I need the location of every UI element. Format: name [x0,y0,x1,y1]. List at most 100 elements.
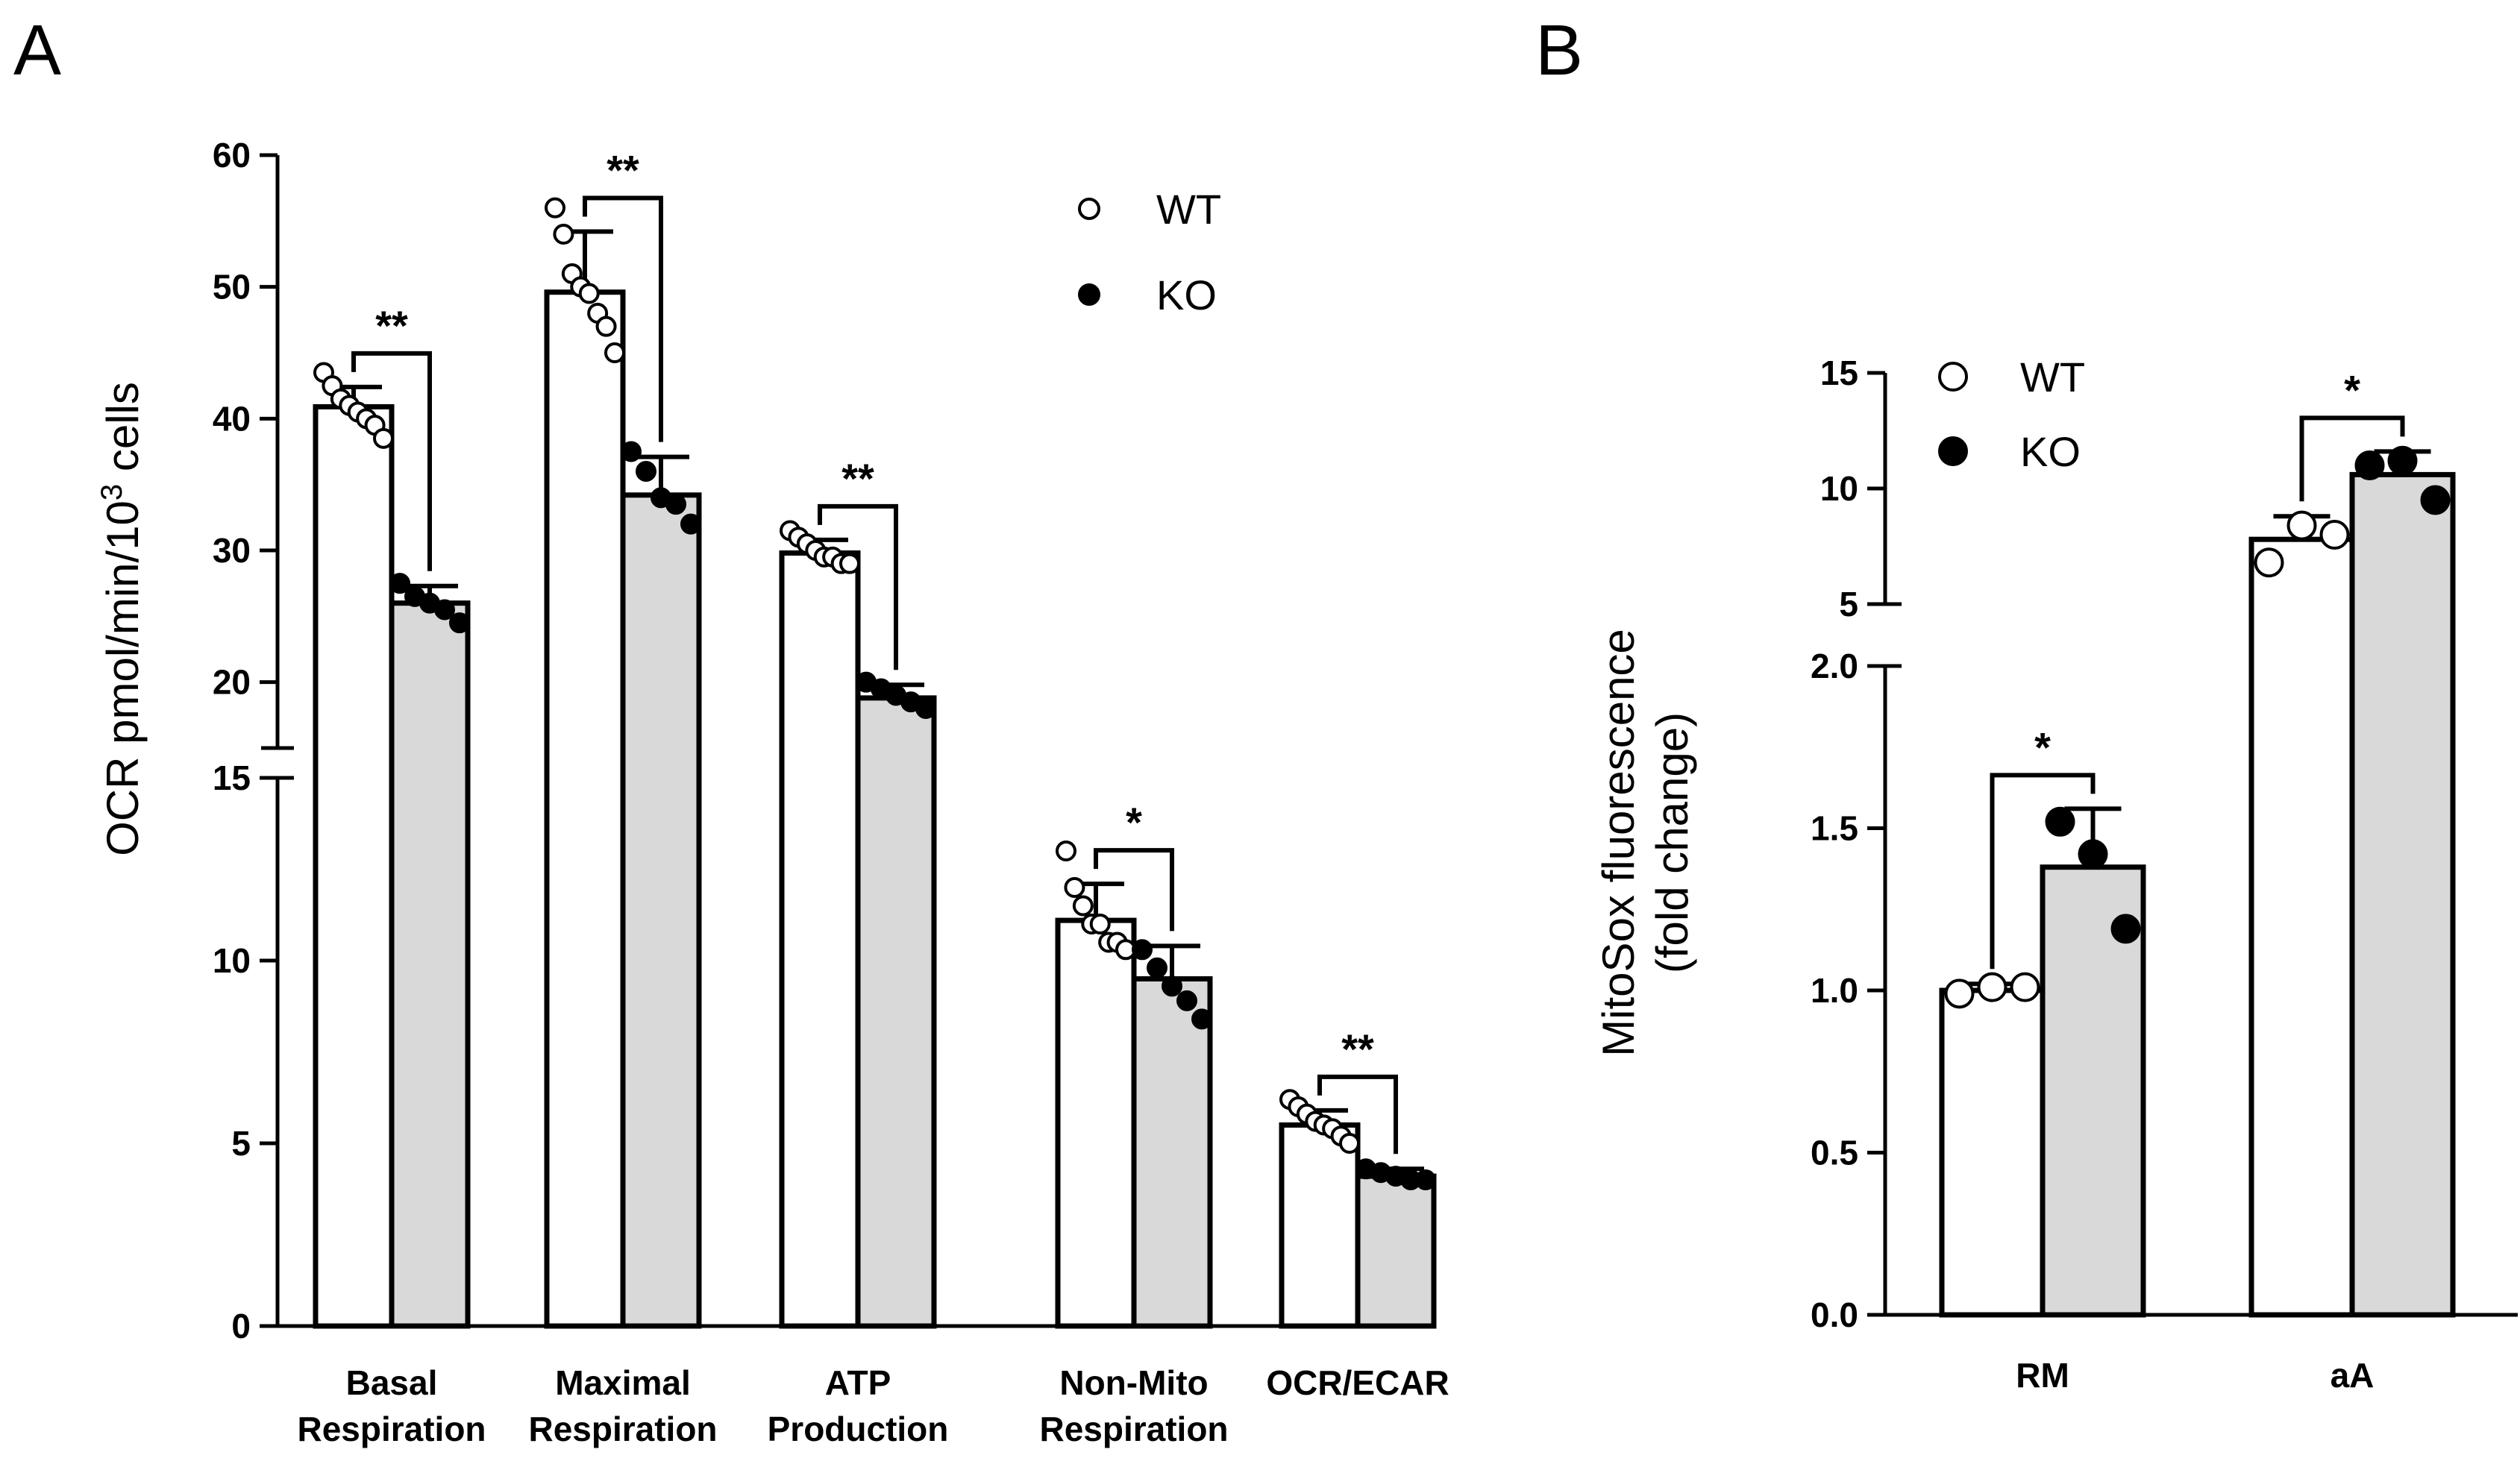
data-point-ko [2387,445,2418,476]
significance-stars: * [2344,366,2360,413]
data-point-ko [389,573,410,594]
data-point-ko [665,494,686,515]
data-point-ko [2110,914,2141,944]
x-category-label: aA [2331,1356,2375,1395]
data-point-ko [915,698,936,719]
data-point-wt [2254,547,2284,578]
data-point-wt [1944,978,1975,1009]
bar-wt [1055,917,1137,1329]
y-tick-label: 0.5 [1811,1134,1858,1172]
panel-b-chart: B MitoSox fluorescence (fold change) 0.0 0.5… [1535,10,2518,1395]
data-point-wt [373,427,394,449]
y-axis-label-tail: cells [98,382,148,484]
bar-wt [779,550,861,1329]
significance-bracket [351,351,432,571]
data-point-ko [2078,839,2108,870]
y-tick-label: 1.5 [1811,809,1858,848]
data-point-ko [680,513,701,535]
data-point-wt [2010,972,2040,1002]
significance-bracket [818,503,898,670]
x-category-label: RM [2016,1356,2069,1395]
y-tick-label: 10 [1820,469,1858,508]
data-point-ko [1415,1169,1436,1190]
x-category-label: Maximal [555,1363,691,1402]
x-category-label: Non-Mito [1059,1363,1208,1402]
legend-marker-wt [1938,362,1968,392]
data-point-wt [1977,972,2007,1002]
significance-stars: * [1126,799,1142,846]
significance-stars: ** [1341,1025,1374,1072]
significance-stars: ** [841,455,874,502]
data-point-wt [595,315,617,337]
y-axis-label-line1: MitoSox fluorescence [1593,629,1643,1057]
data-point-wt [1056,841,1076,861]
y-tick-label: 15 [213,758,251,797]
y-tick-label: 40 [213,399,251,438]
data-point-ko [1162,976,1182,997]
legend-marker-ko [1938,436,1968,466]
bar-wt [2248,536,2355,1318]
significance-stars: ** [607,146,639,193]
x-category-label: Basal [346,1363,438,1402]
x-category-label: Respiration [297,1410,486,1448]
y-axis-label-main: OCR pmol/min/10 [98,500,148,856]
x-category-label: Respiration [528,1410,717,1448]
data-point-ko [2045,806,2075,837]
y-tick-label: 10 [213,941,251,980]
bar-ko [1131,976,1213,1329]
data-point-ko [2420,485,2451,515]
bar-wt [1279,1122,1361,1329]
data-point-wt [604,342,625,363]
data-point-wt [839,553,860,574]
y-tick-label: 15 [1820,354,1858,392]
bar-wt [1939,987,2046,1318]
data-point-wt [1089,914,1111,934]
data-point-ko [621,441,642,462]
significance-bracket [1094,848,1174,932]
legend-marker-wt [1078,198,1100,220]
y-tick-label: 2.0 [1811,647,1858,685]
data-point-wt [2287,510,2317,541]
significance-bracket [583,195,663,442]
data-point-wt [1064,877,1085,898]
data-point-wt [553,224,574,245]
significance-bracket [1317,1074,1398,1154]
y-axis-label-line2: (fold change) [1647,712,1697,973]
panel-label: B [1535,10,1583,90]
bar-ko [855,695,937,1329]
data-point-ko [1191,1008,1212,1030]
y-tick-label: 0 [231,1307,251,1345]
data-point-wt [578,283,600,304]
bar-wt [313,403,395,1329]
panel-a-chart: A OCR pmol/min/103 cells 0 5 10 15 20 30 40 50 60 *… [13,10,1449,1448]
data-point-ko [434,599,455,621]
x-category-label: Production [768,1410,949,1448]
data-point-wt [2319,520,2350,550]
y-tick-label: 60 [213,136,251,175]
data-point-ko [1176,990,1197,1011]
data-point-wt [545,197,565,219]
panel-label: A [13,10,61,90]
legend-label-ko: KO [2020,428,2081,475]
data-point-wt [1072,895,1094,917]
significance-stars: ** [375,302,408,349]
legend-marker-ko [1078,283,1100,306]
y-tick-label: 20 [213,663,251,702]
bar-ko [2349,471,2456,1318]
bar-ko [1355,1173,1437,1329]
x-category-label: OCR/ECAR [1266,1363,1449,1402]
y-tick-label: 5 [231,1124,251,1163]
data-point-ko [2354,450,2385,480]
y-tick-label: 30 [213,531,251,570]
y-axis-label: OCR pmol/min/103 cells [95,382,148,856]
bar-ko [389,600,471,1329]
legend-label-wt: WT [2020,354,2085,400]
bar-wt [544,289,626,1329]
y-tick-label: 0.0 [1811,1295,1858,1334]
legend-label-wt: WT [1156,186,1221,233]
data-point-ko [1147,957,1167,978]
data-point-ko [636,461,656,482]
significance-stars: * [2034,723,2051,770]
y-axis-label-superscript: 3 [95,484,128,500]
